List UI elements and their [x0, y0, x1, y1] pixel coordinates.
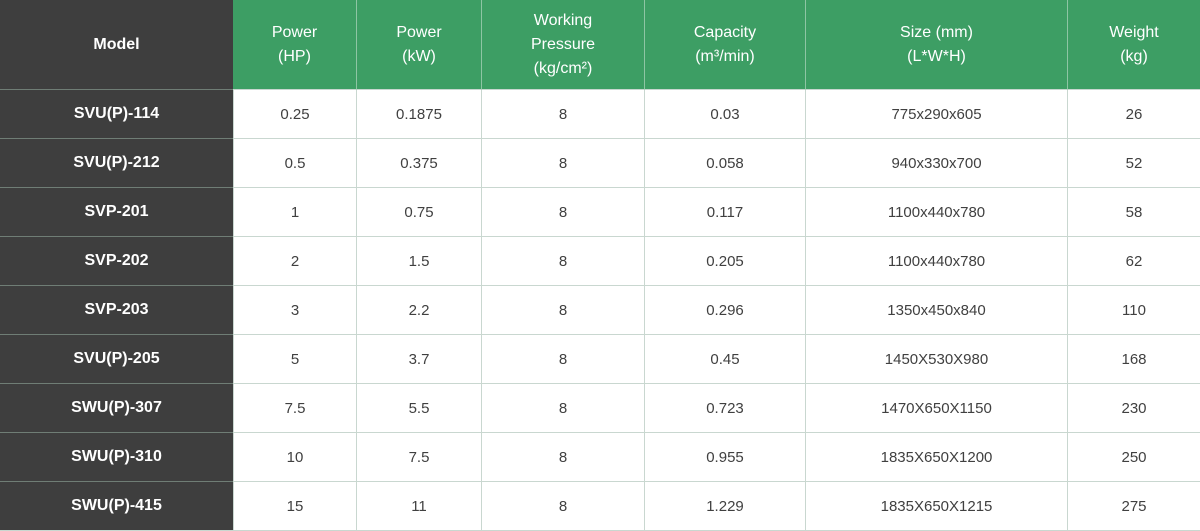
size-cell: 1100x440x780 — [806, 237, 1068, 286]
weight-cell: 110 — [1068, 286, 1200, 335]
header-row: Model Power (HP) Power (kW) Working Pressur… — [0, 0, 1200, 90]
size-cell: 1835X650X1200 — [806, 433, 1068, 482]
power_hp-cell: 0.5 — [233, 139, 357, 188]
power_kw-cell: 11 — [357, 482, 482, 531]
power_hp-cell: 3 — [233, 286, 357, 335]
power_hp-cell: 2 — [233, 237, 357, 286]
weight-cell: 250 — [1068, 433, 1200, 482]
column-header-model: Model — [0, 0, 233, 90]
working_pressure-cell: 8 — [482, 482, 645, 531]
working_pressure-cell: 8 — [482, 188, 645, 237]
power_kw-cell: 0.1875 — [357, 90, 482, 139]
power_kw-cell: 0.375 — [357, 139, 482, 188]
size-cell: 1835X650X1215 — [806, 482, 1068, 531]
size-cell: 1100x440x780 — [806, 188, 1068, 237]
weight-cell: 275 — [1068, 482, 1200, 531]
capacity-cell: 0.205 — [645, 237, 806, 286]
capacity-cell: 0.058 — [645, 139, 806, 188]
weight-cell: 230 — [1068, 384, 1200, 433]
model-cell: SVU(P)-114 — [0, 90, 233, 139]
weight-cell: 62 — [1068, 237, 1200, 286]
power_kw-cell: 0.75 — [357, 188, 482, 237]
model-cell: SWU(P)-310 — [0, 433, 233, 482]
power_hp-cell: 1 — [233, 188, 357, 237]
column-header-weight: Weight (kg) — [1068, 0, 1200, 90]
capacity-cell: 1.229 — [645, 482, 806, 531]
model-cell: SVU(P)-212 — [0, 139, 233, 188]
power_hp-cell: 5 — [233, 335, 357, 384]
weight-cell: 52 — [1068, 139, 1200, 188]
capacity-cell: 0.296 — [645, 286, 806, 335]
table-header: Model Power (HP) Power (kW) Working Pressur… — [0, 0, 1200, 90]
model-cell: SVU(P)-205 — [0, 335, 233, 384]
table-row: SVU(P)-205 5 3.7 8 0.45 1450X530X980 168 — [0, 335, 1200, 384]
power_kw-cell: 2.2 — [357, 286, 482, 335]
table-row: SVP-202 2 1.5 8 0.205 1100x440x780 62 — [0, 237, 1200, 286]
column-header-power_kw: Power (kW) — [357, 0, 482, 90]
weight-cell: 26 — [1068, 90, 1200, 139]
table-row: SWU(P)-415 15 11 8 1.229 1835X650X1215 275 — [0, 482, 1200, 531]
power_kw-cell: 7.5 — [357, 433, 482, 482]
power_hp-cell: 7.5 — [233, 384, 357, 433]
working_pressure-cell: 8 — [482, 384, 645, 433]
capacity-cell: 0.45 — [645, 335, 806, 384]
table-row: SVP-203 3 2.2 8 0.296 1350x450x840 110 — [0, 286, 1200, 335]
table-row: SWU(P)-307 7.5 5.5 8 0.723 1470X650X1150 230 — [0, 384, 1200, 433]
column-header-capacity: Capacity (m³/min) — [645, 0, 806, 90]
model-cell: SWU(P)-415 — [0, 482, 233, 531]
weight-cell: 168 — [1068, 335, 1200, 384]
size-cell: 940x330x700 — [806, 139, 1068, 188]
power_kw-cell: 3.7 — [357, 335, 482, 384]
power_kw-cell: 5.5 — [357, 384, 482, 433]
model-cell: SVP-201 — [0, 188, 233, 237]
power_kw-cell: 1.5 — [357, 237, 482, 286]
capacity-cell: 0.955 — [645, 433, 806, 482]
capacity-cell: 0.117 — [645, 188, 806, 237]
column-header-power_hp: Power (HP) — [233, 0, 357, 90]
power_hp-cell: 0.25 — [233, 90, 357, 139]
size-cell: 1350x450x840 — [806, 286, 1068, 335]
working_pressure-cell: 8 — [482, 237, 645, 286]
model-cell: SVP-203 — [0, 286, 233, 335]
working_pressure-cell: 8 — [482, 335, 645, 384]
column-header-working_pressure: Working Pressure (kg/cm²) — [482, 0, 645, 90]
power_hp-cell: 15 — [233, 482, 357, 531]
weight-cell: 58 — [1068, 188, 1200, 237]
size-cell: 775x290x605 — [806, 90, 1068, 139]
model-cell: SVP-202 — [0, 237, 233, 286]
table-row: SVP-201 1 0.75 8 0.117 1100x440x780 58 — [0, 188, 1200, 237]
table-row: SWU(P)-310 10 7.5 8 0.955 1835X650X1200 250 — [0, 433, 1200, 482]
working_pressure-cell: 8 — [482, 90, 645, 139]
table-row: SVU(P)-114 0.25 0.1875 8 0.03 775x290x605 26 — [0, 90, 1200, 139]
column-header-size: Size (mm) (L*W*H) — [806, 0, 1068, 90]
size-cell: 1470X650X1150 — [806, 384, 1068, 433]
capacity-cell: 0.723 — [645, 384, 806, 433]
working_pressure-cell: 8 — [482, 139, 645, 188]
table-body: SVU(P)-114 0.25 0.1875 8 0.03 775x290x605 26 SV… — [0, 90, 1200, 531]
capacity-cell: 0.03 — [645, 90, 806, 139]
working_pressure-cell: 8 — [482, 433, 645, 482]
size-cell: 1450X530X980 — [806, 335, 1068, 384]
table-row: SVU(P)-212 0.5 0.375 8 0.058 940x330x700 52 — [0, 139, 1200, 188]
power_hp-cell: 10 — [233, 433, 357, 482]
model-cell: SWU(P)-307 — [0, 384, 233, 433]
working_pressure-cell: 8 — [482, 286, 645, 335]
